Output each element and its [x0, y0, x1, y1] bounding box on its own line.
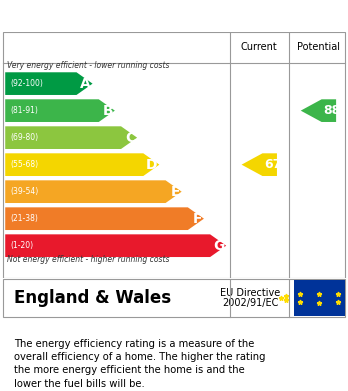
Polygon shape	[5, 72, 93, 95]
Text: E: E	[171, 185, 180, 199]
Text: B: B	[102, 104, 113, 118]
Polygon shape	[5, 180, 182, 203]
Text: C: C	[125, 131, 135, 145]
Text: D: D	[146, 158, 158, 172]
Text: Current: Current	[241, 42, 278, 52]
Polygon shape	[5, 234, 226, 257]
Text: 88: 88	[324, 104, 341, 117]
Text: Very energy efficient - lower running costs: Very energy efficient - lower running co…	[7, 61, 169, 70]
Text: G: G	[213, 239, 224, 253]
Text: (55-68): (55-68)	[10, 160, 39, 169]
Text: Potential: Potential	[297, 42, 340, 52]
Text: (1-20): (1-20)	[10, 241, 33, 250]
Text: EU Directive: EU Directive	[220, 288, 281, 298]
Polygon shape	[5, 207, 204, 230]
Polygon shape	[5, 99, 115, 122]
Polygon shape	[242, 153, 277, 176]
Text: 2002/91/EC: 2002/91/EC	[222, 298, 279, 308]
Text: The energy efficiency rating is a measure of the
overall efficiency of a home. T: The energy efficiency rating is a measur…	[14, 339, 266, 389]
Text: (81-91): (81-91)	[10, 106, 38, 115]
Text: Energy Efficiency Rating: Energy Efficiency Rating	[14, 9, 224, 23]
Bar	[294, 280, 345, 316]
Text: (92-100): (92-100)	[10, 79, 43, 88]
Text: F: F	[193, 212, 202, 226]
Text: (69-80): (69-80)	[10, 133, 39, 142]
Text: Not energy efficient - higher running costs: Not energy efficient - higher running co…	[7, 255, 169, 264]
Text: (21-38): (21-38)	[10, 214, 38, 223]
Polygon shape	[301, 99, 336, 122]
Text: A: A	[80, 77, 91, 91]
Polygon shape	[5, 153, 159, 176]
Text: 67: 67	[264, 158, 282, 171]
Text: England & Wales: England & Wales	[14, 289, 171, 307]
Polygon shape	[5, 126, 137, 149]
Text: (39-54): (39-54)	[10, 187, 39, 196]
